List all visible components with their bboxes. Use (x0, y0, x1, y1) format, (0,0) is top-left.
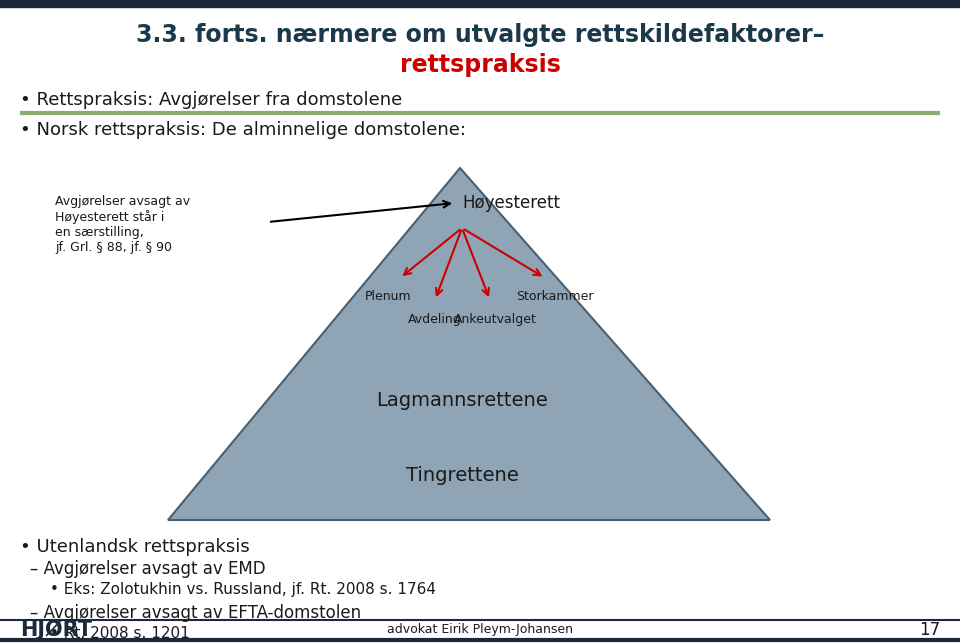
Text: Avdeling: Avdeling (408, 313, 462, 326)
Text: Storkammer: Storkammer (516, 290, 593, 303)
Text: – Avgjørelser avsagt av EMD: – Avgjørelser avsagt av EMD (30, 560, 266, 578)
Text: • Eks: Zolotukhin vs. Russland, jf. Rt. 2008 s. 1764: • Eks: Zolotukhin vs. Russland, jf. Rt. … (50, 582, 436, 597)
Text: advokat Eirik Pleym-Johansen: advokat Eirik Pleym-Johansen (387, 623, 573, 636)
Text: Avgjørelser avsagt av
Høyesterett står i
en særstilling,
jf. Grl. § 88, jf. § 90: Avgjørelser avsagt av Høyesterett står i… (55, 195, 190, 254)
Text: 3.3. forts. nærmere om utvalgte rettskildefaktorer–: 3.3. forts. nærmere om utvalgte rettskil… (135, 23, 825, 47)
Text: • Rt. 2008 s. 1201: • Rt. 2008 s. 1201 (50, 626, 190, 641)
Text: 17: 17 (919, 621, 940, 639)
Text: Ankeutvalget: Ankeutvalget (453, 313, 537, 326)
Text: HJØRT: HJØRT (20, 620, 92, 640)
Text: Plenum: Plenum (365, 290, 411, 303)
Text: • Norsk rettspraksis: De alminnelige domstolene:: • Norsk rettspraksis: De alminnelige dom… (20, 121, 466, 139)
Text: Høyesterett: Høyesterett (462, 194, 560, 212)
Text: • Rettspraksis: Avgjørelser fra domstolene: • Rettspraksis: Avgjørelser fra domstole… (20, 91, 402, 109)
Text: Tingrettene: Tingrettene (406, 466, 518, 484)
Text: rettspraksis: rettspraksis (399, 53, 561, 77)
Text: Lagmannsrettene: Lagmannsrettene (376, 390, 548, 410)
Text: – Avgjørelser avsagt av EFTA-domstolen: – Avgjørelser avsagt av EFTA-domstolen (30, 604, 361, 622)
Text: • Utenlandsk rettspraksis: • Utenlandsk rettspraksis (20, 538, 250, 556)
Polygon shape (168, 168, 770, 520)
